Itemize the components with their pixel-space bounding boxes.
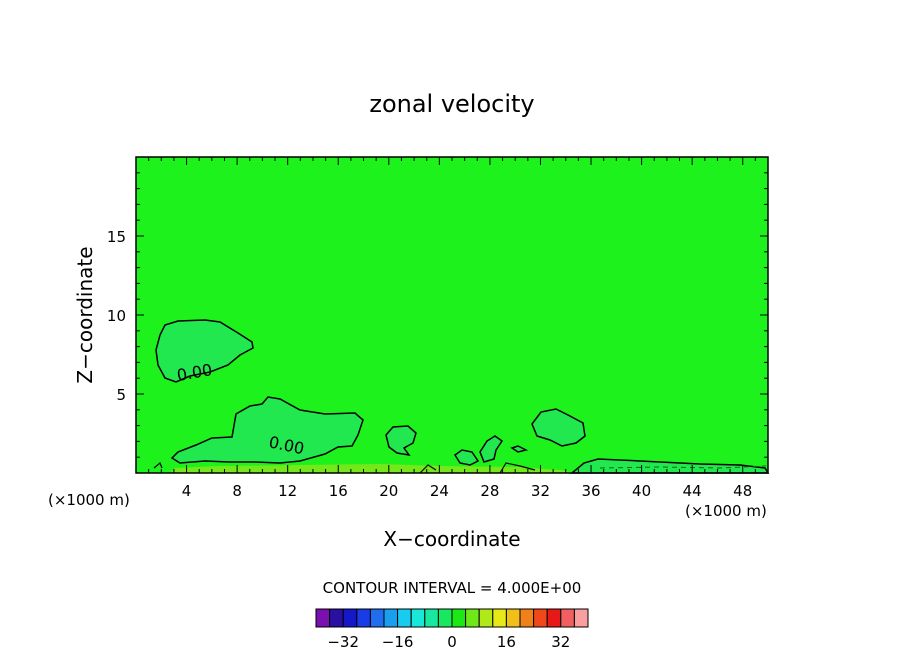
- x-tick-label: 28: [480, 482, 499, 500]
- colorbar-swatch: [383, 608, 399, 628]
- colorbar-swatch: [492, 608, 507, 628]
- contour-region-right: [531, 408, 586, 447]
- y-axis: 5 10 15: [107, 156, 768, 474]
- colorbar-swatch: [329, 608, 344, 628]
- contour-region-bottom-right: [569, 458, 770, 474]
- x-axis: 4 8 12 16 20 24 28 32 36 40 44 48: [135, 157, 769, 500]
- colorbar-tick-label: 16: [497, 633, 516, 651]
- y-tick-label: 10: [107, 307, 126, 325]
- colorbar: −32 −16 0 16 32: [315, 608, 589, 651]
- contour-interval-text: CONTOUR INTERVAL = 4.000E+00: [323, 579, 582, 597]
- colorbar-swatch: [397, 608, 412, 628]
- contour-region-upper-left: [155, 319, 254, 383]
- contour-region-small-b: [479, 435, 504, 463]
- x-tick-label: 44: [683, 482, 702, 500]
- x-tick-label: 16: [329, 482, 348, 500]
- contour-line-dashed: [599, 465, 767, 469]
- y-axis-title: Z−coordinate: [73, 246, 97, 383]
- colorbar-tick-label: 0: [447, 633, 457, 651]
- colorbar-swatch: [478, 608, 494, 628]
- x-tick-label: 8: [232, 482, 242, 500]
- colorbar-swatch: [369, 608, 385, 628]
- y-tick-label: 5: [116, 386, 126, 404]
- colorbar-swatch: [451, 608, 467, 628]
- contour-region-small-c: [510, 445, 529, 453]
- colorbar-swatch: [573, 608, 589, 628]
- x-tick-label: 32: [531, 482, 550, 500]
- contour-regions: [153, 319, 770, 474]
- colorbar-tick-label: 32: [551, 633, 570, 651]
- x-tick-label: 36: [581, 482, 600, 500]
- colorbar-swatch: [465, 608, 480, 628]
- x-unit-left: (×1000 m): [48, 491, 130, 509]
- colorbar-swatch: [519, 608, 535, 628]
- x-tick-label: 12: [278, 482, 297, 500]
- colorbar-swatch: [424, 608, 439, 628]
- colorbar-swatch: [356, 608, 371, 628]
- colorbar-swatch: [533, 608, 548, 628]
- x-tick-label: 24: [430, 482, 449, 500]
- colorbar-tick-label: −16: [382, 633, 414, 651]
- x-axis-title: X−coordinate: [383, 527, 520, 551]
- contour-region-near-surface: [170, 464, 575, 473]
- y-tick-label: 15: [107, 228, 126, 246]
- contour-region-small-a: [453, 449, 480, 466]
- x-tick-label: 40: [632, 482, 651, 500]
- x-tick-label: 4: [182, 482, 192, 500]
- colorbar-swatch: [505, 608, 521, 628]
- colorbar-swatch: [342, 608, 358, 628]
- colorbar-swatch: [546, 608, 562, 628]
- contour-region-lower-left: [170, 396, 364, 464]
- x-tick-label: 48: [733, 482, 752, 500]
- x-tick-label: 20: [379, 482, 398, 500]
- x-unit-right: (×1000 m): [685, 502, 767, 520]
- colorbar-swatch: [560, 608, 575, 628]
- chart-title: zonal velocity: [369, 90, 534, 118]
- contour-region-mid: [385, 425, 417, 457]
- contour-line-surface: [153, 462, 536, 474]
- plot-area: [136, 157, 768, 473]
- colorbar-swatch: [315, 608, 331, 628]
- colorbar-tick-label: −32: [327, 633, 359, 651]
- colorbar-swatch: [437, 608, 453, 628]
- colorbar-swatch: [410, 608, 426, 628]
